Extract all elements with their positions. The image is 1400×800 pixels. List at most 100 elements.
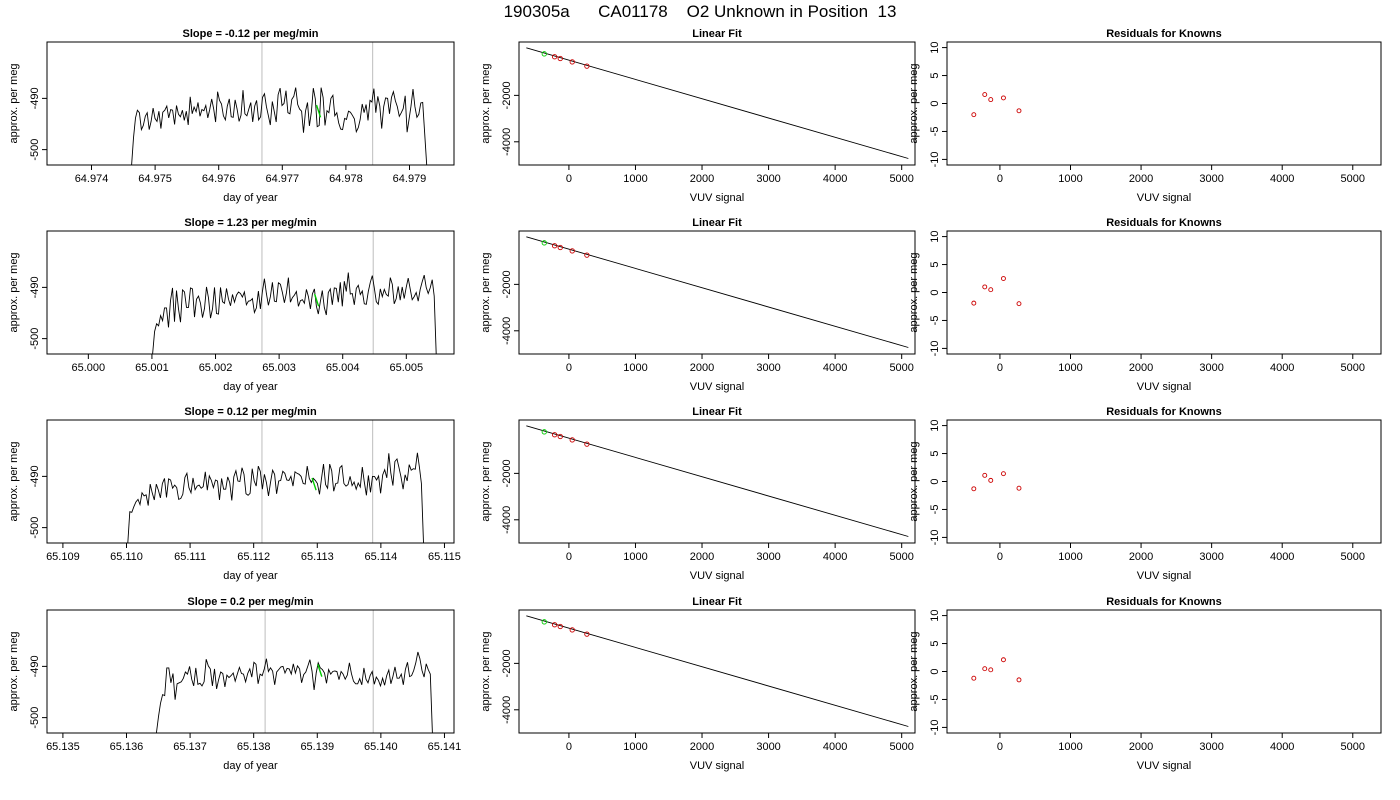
fit-line [526,236,909,348]
x-tick-label: 65.113 [301,551,334,563]
x-tick-label: 5000 [889,741,913,753]
data-point [541,429,547,435]
unknown-marker [317,664,323,677]
data-point [569,627,575,633]
panel-title: Slope = -0.12 per meg/min [182,28,318,40]
plot-area [526,236,909,348]
y-tick-label: -10 [929,529,941,545]
y-axis-label: approx. per meg [908,63,920,143]
y-tick-label: -4000 [501,317,513,345]
plot-area [526,425,909,537]
plot-area [155,651,433,733]
residual-point [982,92,988,98]
x-tick-label: 65.111 [174,551,206,563]
x-tick-label: 65.001 [135,362,169,374]
x-axis-label: VUV signal [1137,760,1191,772]
residual-point [971,112,977,118]
x-tick-label: 65.110 [110,551,143,563]
x-tick-label: 3000 [756,741,780,753]
x-tick-label: 65.002 [199,362,233,374]
y-tick-label: -5 [929,505,941,515]
residuals-panel-4: Residuals for Knowns 0 1000 2000 3000 4000 500… [908,596,1382,772]
plot-frame [46,419,455,544]
y-tick-label: -5 [929,316,941,326]
x-tick-label: 4000 [1270,173,1294,185]
y-axis-label: approx. per meg [8,631,20,711]
y-tick-label: -10 [929,151,941,167]
y-tick-label: -2000 [501,649,513,677]
data-point [569,59,575,65]
x-tick-label: 64.979 [393,173,427,185]
y-tick-label: 5 [929,72,941,78]
x-tick-label: 65.005 [389,362,423,374]
residuals-panel-1: Residuals for Knowns 0 1000 2000 3000 4000 500… [908,28,1382,204]
y-axis-label: approx. per meg [908,631,920,711]
data-point [584,63,590,69]
plot-frame [46,41,455,166]
residuals-panel-2: Residuals for Knowns 0 1000 2000 3000 4000 500… [908,217,1382,393]
plot-area [971,657,1022,683]
plot-frame [46,230,455,355]
x-tick-label: 3000 [1199,551,1223,563]
y-tick-label: -2000 [501,270,513,298]
x-axis-label: VUV signal [690,760,744,772]
y-tick-label: 10 [929,41,941,53]
trace-panel-1: Slope = -0.12 per meg/min 64.974 64.975 64.… [8,28,455,204]
plot-area [152,272,437,354]
residual-point [988,287,994,293]
x-tick-label: 2000 [690,362,714,374]
x-tick-label: 65.003 [262,362,296,374]
data-point [551,243,558,249]
y-tick-label: 10 [929,230,941,242]
panel-title: Slope = 0.12 per meg/min [184,406,317,418]
y-tick-label: 5 [929,261,941,267]
x-tick-label: 1000 [623,741,647,753]
y-tick-label: -500 [29,517,41,539]
data-point [557,433,563,440]
y-tick-label: -500 [29,328,41,350]
data-point [569,437,575,443]
y-tick-label: 0 [929,668,941,674]
y-tick-label: -490 [29,655,41,677]
y-tick-label: -10 [929,719,941,735]
residual-point [1016,108,1022,114]
fit-line [526,615,909,727]
x-tick-label: 64.978 [329,173,363,185]
x-tick-label: 64.976 [202,173,236,185]
trace-line [131,87,428,165]
data-point [557,244,563,251]
y-tick-label: -2000 [501,81,513,109]
x-tick-label: 2000 [1129,362,1153,374]
y-tick-label: 10 [929,419,941,431]
plot-frame [946,419,1382,544]
x-axis-label: day of year [223,570,278,582]
y-tick-label: -490 [29,465,41,487]
plot-area [127,452,424,543]
fit-panel-3: Linear Fit 0 1000 2000 3000 4000 5000 -4000 -200… [480,406,916,582]
x-tick-label: 0 [997,173,1003,185]
data-point [569,248,575,254]
y-tick-label: -5 [929,127,941,137]
plot-frame [946,609,1382,734]
fit-line [526,425,909,537]
y-tick-label: 5 [929,640,941,646]
plot-frame [518,230,916,355]
trace-panel-2: Slope = 1.23 per meg/min 65.000 65.001 65.0… [8,217,455,393]
y-tick-label: -10 [929,340,941,356]
x-tick-label: 4000 [823,741,847,753]
plot-area [971,92,1022,118]
x-tick-label: 5000 [1341,551,1365,563]
residual-point [1016,677,1022,683]
y-axis-label: approx. per meg [480,63,492,143]
x-tick-label: 3000 [756,173,780,185]
plot-frame [946,41,1382,166]
x-tick-label: 4000 [1270,551,1294,563]
data-point [557,55,563,62]
unknown-marker [315,104,322,118]
data-point [584,252,590,258]
x-tick-label: 0 [566,362,572,374]
x-axis-label: VUV signal [690,570,744,582]
x-tick-label: 2000 [690,173,714,185]
plot-area [131,87,428,165]
unknown-marker [311,477,317,491]
